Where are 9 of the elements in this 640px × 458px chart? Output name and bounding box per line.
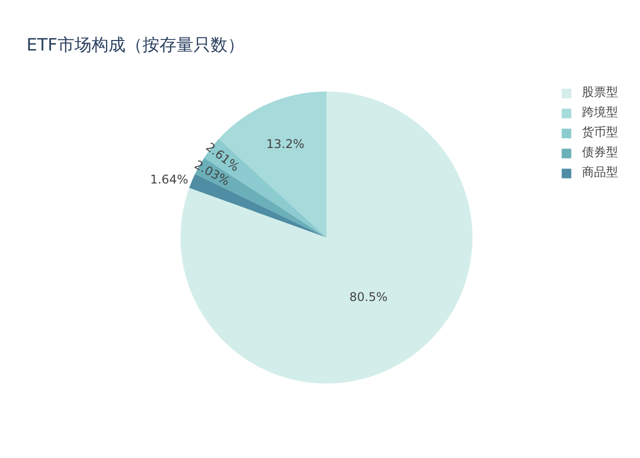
legend-label: 商品型 <box>582 164 618 181</box>
data-label: 1.64% <box>150 172 188 186</box>
chart-title: ETF市场构成（按存量只数） <box>26 36 244 56</box>
legend-label: 货币型 <box>582 124 618 141</box>
legend-label: 债券型 <box>582 144 618 161</box>
legend-label: 股票型 <box>582 84 618 101</box>
data-label: 13.2% <box>266 136 304 151</box>
legend-label: 跨境型 <box>582 104 618 121</box>
data-label: 80.5% <box>349 290 388 304</box>
